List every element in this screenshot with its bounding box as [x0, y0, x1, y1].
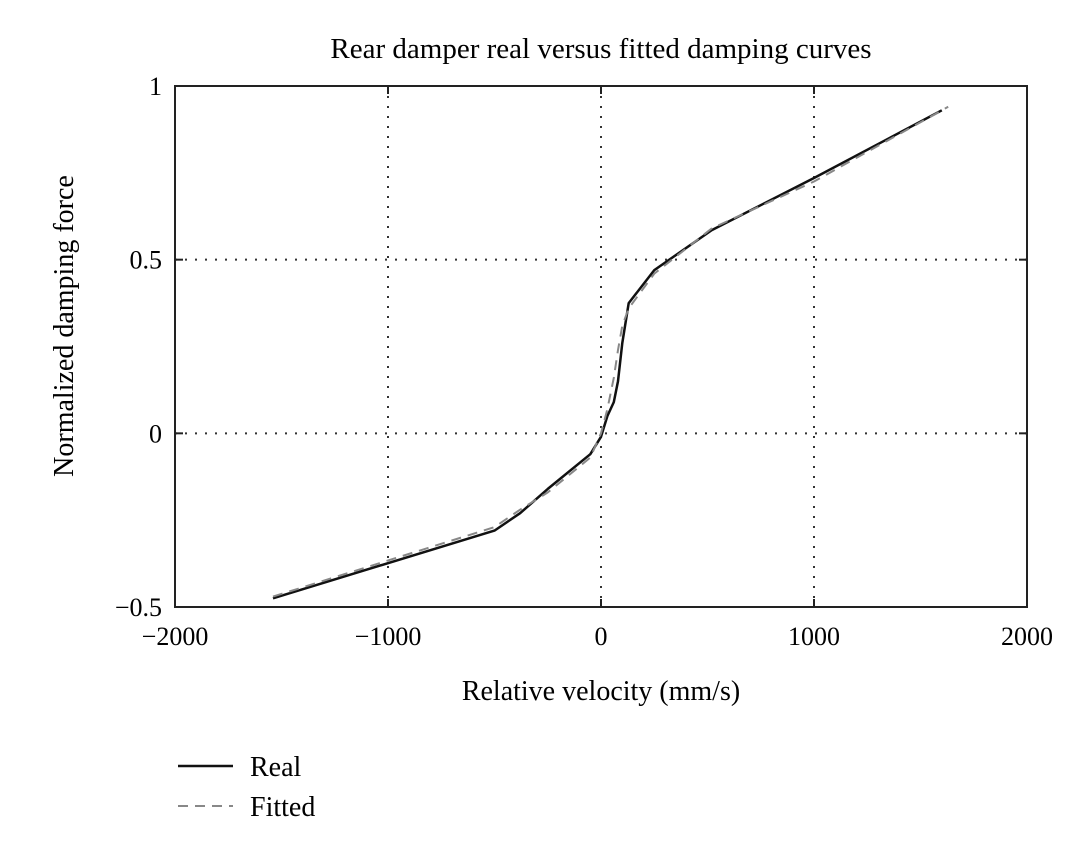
series-lines [272, 105, 949, 600]
y-axis-label: Normalized damping force [49, 175, 80, 477]
series-line-real [272, 109, 943, 600]
legend-label-real: Real [250, 752, 302, 783]
y-tick-label: 0 [149, 419, 162, 448]
legend: Real Fitted [178, 752, 315, 823]
x-tick-label: 2000 [1001, 622, 1053, 651]
x-tick-label: 1000 [788, 622, 840, 651]
x-axis-label: Relative velocity (mm/s) [462, 676, 740, 707]
chart-title: Rear damper real versus fitted damping c… [330, 33, 871, 65]
x-tick-label: 0 [595, 622, 608, 651]
y-tick-label: −0.5 [115, 593, 162, 622]
axis-ticks: −2000 −1000 0 1000 2000 −0.5 0 0.5 1 [115, 72, 1053, 651]
x-tick-label: −1000 [355, 622, 422, 651]
legend-label-fitted: Fitted [250, 792, 315, 823]
y-tick-label: 0.5 [130, 246, 163, 275]
x-tick-label: −2000 [142, 622, 209, 651]
series-line-fitted [272, 105, 949, 598]
grid [175, 86, 1027, 607]
y-tick-label: 1 [149, 72, 162, 101]
